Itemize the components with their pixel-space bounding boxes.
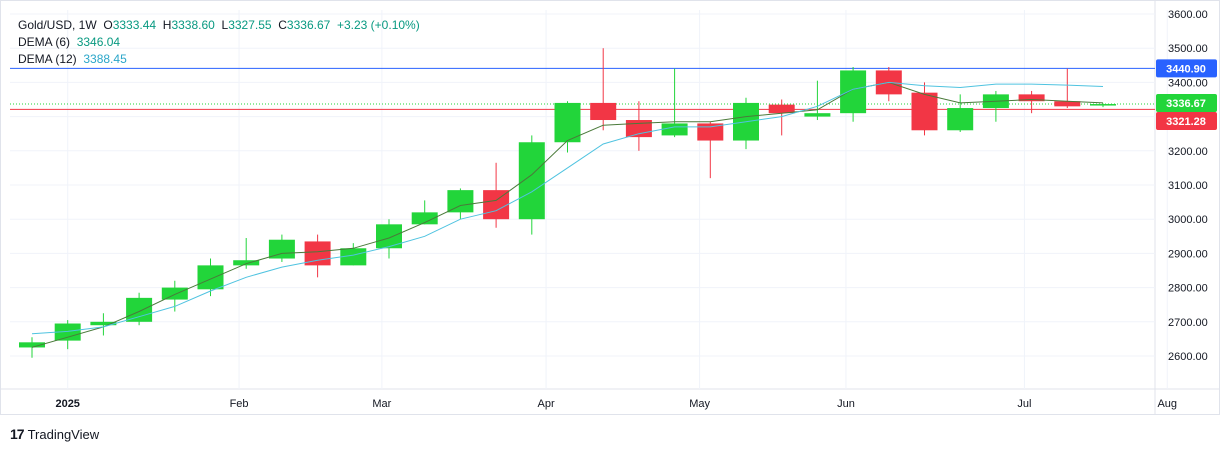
candle-body[interactable] xyxy=(554,102,581,143)
candle-body[interactable] xyxy=(233,260,260,266)
high-label: H xyxy=(162,18,172,32)
chart-frame xyxy=(0,0,1220,415)
x-tick-label: Apr xyxy=(538,398,555,410)
dema12-row: DEMA (12) 3388.45 xyxy=(18,51,420,68)
brand-name: TradingView xyxy=(27,426,100,442)
low-value: 3327.55 xyxy=(228,18,272,32)
candle-body[interactable] xyxy=(661,123,688,136)
dema12-line xyxy=(31,81,1104,335)
x-tick-label: Aug xyxy=(1157,398,1177,410)
y-tick-label: 3100.00 xyxy=(1168,180,1208,192)
x-tick-label: May xyxy=(689,398,710,410)
candle-body[interactable] xyxy=(376,224,402,249)
ohlc-row: Gold/USD, 1W O3333.44 H3338.60 L3327.55 … xyxy=(18,17,420,34)
low-label: L xyxy=(221,18,229,32)
dema12-value: 3388.45 xyxy=(83,52,127,66)
close-value: 3336.67 xyxy=(286,18,331,32)
tradingview-brand[interactable]: 17 TradingView xyxy=(10,426,99,442)
change-value: +3.23 (+0.10%) xyxy=(336,18,420,32)
candle-body[interactable] xyxy=(411,212,438,225)
candle-body[interactable] xyxy=(697,123,724,141)
candle-body[interactable] xyxy=(1018,94,1045,102)
candle-body[interactable] xyxy=(197,265,224,290)
y-tick-label: 3400.00 xyxy=(1168,77,1208,89)
candle-body[interactable] xyxy=(90,321,117,326)
price-tag-label: 3321.28 xyxy=(1166,116,1206,128)
dema6-label: DEMA (6) xyxy=(18,35,71,49)
candle-body[interactable] xyxy=(447,190,474,213)
close-label: C xyxy=(278,18,287,32)
dema6-value: 3346.04 xyxy=(76,35,121,49)
chart-legend: Gold/USD, 1W O3333.44 H3338.60 L3327.55 … xyxy=(18,17,420,68)
dema12-label: DEMA (12) xyxy=(18,52,77,66)
symbol-label: Gold/USD, 1W xyxy=(18,18,97,32)
dema6-row: DEMA (6) 3346.04 xyxy=(18,34,420,51)
y-tick-label: 2900.00 xyxy=(1168,248,1208,260)
y-tick-label: 2700.00 xyxy=(1168,317,1208,329)
price-tag xyxy=(1156,59,1217,78)
candle-body[interactable] xyxy=(590,102,617,121)
candle-body[interactable] xyxy=(1054,101,1081,107)
x-tick-label: Jun xyxy=(837,398,855,410)
candle-body[interactable] xyxy=(911,92,938,131)
x-tick-label: 2025 xyxy=(55,398,79,410)
price-tag-label: 3440.90 xyxy=(1166,63,1206,75)
y-tick-label: 2600.00 xyxy=(1168,351,1208,363)
candle-body[interactable] xyxy=(19,342,45,348)
candle-body[interactable] xyxy=(54,323,81,341)
candle-body[interactable] xyxy=(768,104,795,114)
open-value: 3333.44 xyxy=(112,18,157,32)
price-tag xyxy=(1156,94,1217,113)
candle-body[interactable] xyxy=(126,297,153,322)
x-tick-label: Mar xyxy=(372,398,391,410)
candle-body[interactable] xyxy=(804,113,831,117)
y-tick-label: 3000.00 xyxy=(1168,214,1208,226)
candle-body[interactable] xyxy=(947,108,974,131)
tradingview-logo-icon: 17 xyxy=(10,426,25,442)
x-tick-label: Feb xyxy=(230,398,249,410)
dema6-line xyxy=(31,81,1104,348)
y-tick-label: 2800.00 xyxy=(1168,283,1208,295)
price-tag-label: 3336.67 xyxy=(1166,98,1206,110)
candle-body[interactable] xyxy=(483,190,510,220)
candle-body[interactable] xyxy=(268,239,295,259)
price-tag xyxy=(1156,112,1217,131)
candle-body[interactable] xyxy=(840,70,867,114)
candle-body[interactable] xyxy=(340,248,367,266)
y-tick-label: 3600.00 xyxy=(1168,9,1208,21)
x-tick-label: Jul xyxy=(1017,398,1031,410)
y-tick-label: 3200.00 xyxy=(1168,146,1208,158)
open-label: O xyxy=(103,18,113,32)
candle-body[interactable] xyxy=(161,287,188,300)
y-tick-label: 3500.00 xyxy=(1168,43,1208,55)
candle-body[interactable] xyxy=(1090,104,1116,106)
high-value: 3338.60 xyxy=(171,18,215,32)
